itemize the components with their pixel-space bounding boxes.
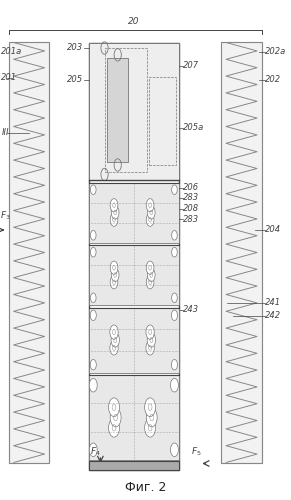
Text: 208: 208 [183, 204, 199, 213]
Circle shape [91, 230, 96, 240]
Circle shape [110, 408, 121, 427]
Bar [89, 375, 179, 460]
Circle shape [172, 230, 177, 240]
Text: 205: 205 [67, 76, 83, 84]
Text: 201a: 201a [1, 48, 23, 56]
Bar [107, 58, 128, 162]
Circle shape [172, 185, 177, 194]
Text: 202: 202 [265, 76, 281, 84]
Circle shape [110, 276, 118, 289]
Circle shape [110, 261, 118, 274]
Bar [89, 245, 179, 305]
Text: III: III [1, 128, 9, 137]
Text: 243: 243 [183, 306, 199, 314]
Bar [89, 308, 179, 372]
Text: 203: 203 [67, 43, 83, 52]
Circle shape [110, 340, 118, 355]
Text: 204: 204 [265, 226, 281, 234]
Circle shape [146, 276, 154, 289]
Circle shape [91, 293, 96, 302]
Circle shape [146, 325, 154, 340]
Bar [105, 48, 147, 172]
Circle shape [90, 360, 96, 370]
Text: 20: 20 [128, 17, 140, 26]
Circle shape [171, 360, 178, 370]
Text: 201: 201 [1, 73, 17, 82]
Circle shape [172, 293, 177, 302]
Circle shape [110, 198, 118, 212]
Circle shape [145, 398, 155, 416]
Text: $F_4$: $F_4$ [90, 445, 101, 458]
Circle shape [111, 206, 119, 219]
Text: 205a: 205a [183, 123, 205, 132]
Circle shape [171, 378, 178, 392]
Circle shape [111, 268, 119, 281]
Circle shape [89, 378, 97, 392]
Text: 242: 242 [265, 312, 281, 320]
Circle shape [171, 443, 178, 456]
Bar [149, 77, 176, 165]
Bar [89, 461, 179, 470]
Text: 202a: 202a [265, 47, 286, 56]
Bar [89, 182, 179, 242]
Text: 241: 241 [265, 298, 281, 307]
Text: 206: 206 [183, 183, 199, 192]
Circle shape [91, 185, 96, 194]
Bar [89, 42, 179, 470]
Circle shape [146, 213, 154, 226]
Circle shape [110, 213, 118, 226]
Circle shape [148, 206, 155, 219]
Text: 283: 283 [183, 193, 199, 202]
Circle shape [146, 198, 154, 212]
Circle shape [145, 418, 155, 437]
Text: $F_5$: $F_5$ [191, 446, 201, 458]
Circle shape [109, 398, 119, 416]
Circle shape [146, 408, 157, 427]
Circle shape [146, 261, 154, 274]
Bar [221, 42, 262, 463]
Circle shape [172, 248, 177, 257]
Bar [9, 42, 49, 463]
Text: 283: 283 [183, 214, 199, 224]
Text: Фиг. 2: Фиг. 2 [125, 481, 166, 494]
Circle shape [148, 268, 155, 281]
Bar [89, 42, 179, 180]
Circle shape [146, 340, 154, 355]
Circle shape [109, 418, 119, 437]
Circle shape [111, 333, 119, 347]
Circle shape [147, 333, 155, 347]
Circle shape [110, 325, 118, 340]
Circle shape [91, 248, 96, 257]
Circle shape [90, 310, 96, 320]
Text: $F_3$: $F_3$ [0, 210, 11, 222]
Text: 207: 207 [183, 62, 199, 70]
Circle shape [89, 443, 97, 456]
Circle shape [171, 310, 178, 320]
